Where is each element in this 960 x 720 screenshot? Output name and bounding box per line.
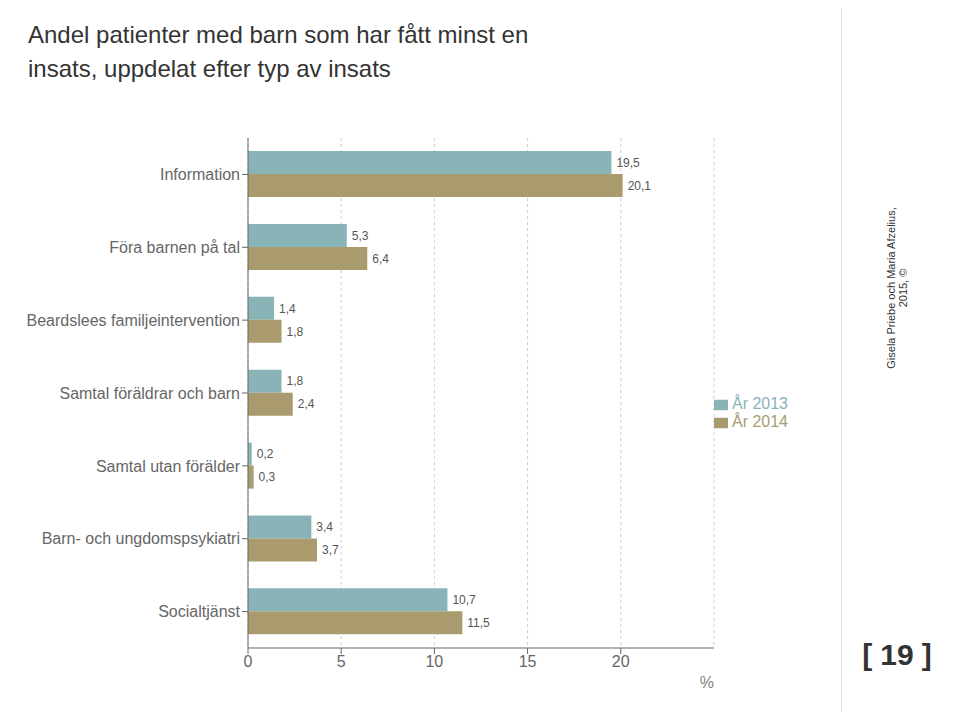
html-text:År 2013: År 2013: [732, 395, 788, 412]
svg-text:20: 20: [612, 653, 630, 670]
svg-text:2,4: 2,4: [298, 397, 315, 411]
html-text:[ 19 ]: [ 19 ]: [862, 638, 932, 671]
svg-text:0,3: 0,3: [259, 470, 276, 484]
html-text:Gisela Priebe och Maria Afzeli: Gisela Priebe och Maria Afzelius, 2015, …: [885, 207, 909, 369]
html-text:År 2014: År 2014: [732, 413, 788, 430]
svg-text:Beardslees familjeintervention: Beardslees familjeintervention: [27, 312, 240, 329]
svg-text:6,4: 6,4: [372, 252, 389, 266]
svg-text:10,7: 10,7: [452, 593, 476, 607]
svg-text:%: %: [700, 674, 714, 691]
svg-text:11,5: 11,5: [467, 616, 490, 630]
svg-text:5,3: 5,3: [352, 229, 369, 243]
svg-text:Samtal utan förälder: Samtal utan förälder: [96, 458, 241, 475]
svg-text:0: 0: [244, 653, 253, 670]
svg-text:19,5: 19,5: [616, 156, 640, 170]
svg-text:3,4: 3,4: [316, 520, 333, 534]
svg-text:1,8: 1,8: [287, 374, 304, 388]
svg-text:10: 10: [425, 653, 443, 670]
svg-text:1,4: 1,4: [279, 302, 296, 316]
svg-text:1,8: 1,8: [287, 325, 304, 339]
svg-text:3,7: 3,7: [322, 543, 339, 557]
svg-text:0,2: 0,2: [257, 447, 274, 461]
svg-text:20,1: 20,1: [628, 179, 652, 193]
html-text:Andel patienter med barn som h: Andel patienter med barn som har fått mi…: [28, 21, 529, 82]
svg-text:15: 15: [519, 653, 537, 670]
svg-text:Socialtjänst: Socialtjänst: [158, 603, 240, 620]
svg-text:5: 5: [337, 653, 346, 670]
svg-text:Samtal föräldrar och barn: Samtal föräldrar och barn: [59, 385, 240, 402]
svg-text:Föra barnen på tal: Föra barnen på tal: [109, 239, 240, 256]
svg-text:Barn- och ungdomspsykiatri: Barn- och ungdomspsykiatri: [42, 530, 240, 547]
svg-text:Information: Information: [160, 166, 240, 183]
